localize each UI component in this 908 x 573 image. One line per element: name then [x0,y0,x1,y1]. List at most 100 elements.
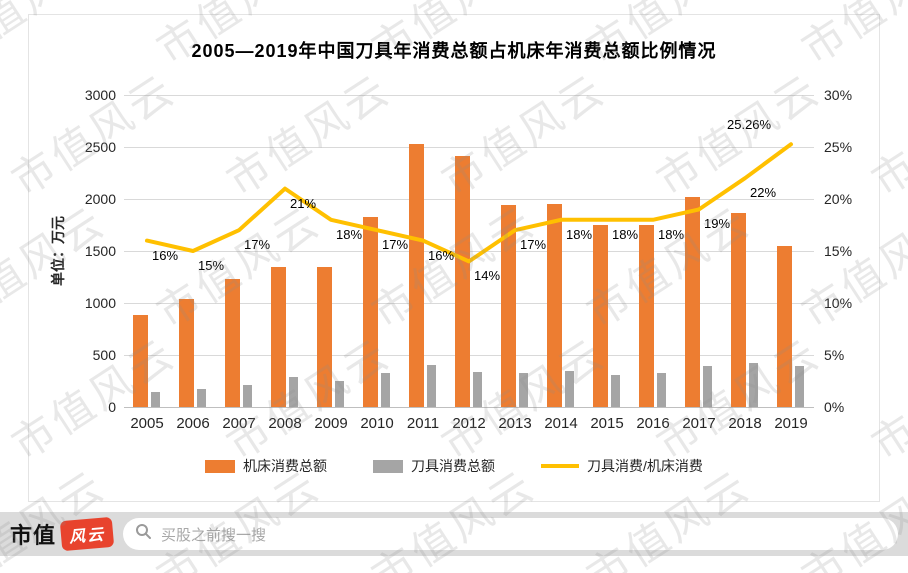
x-axis-label-2016: 2016 [636,415,670,432]
legend-swatch-machine-tool-consumption [205,459,236,473]
bar-machine-tool-consumption-2008 [271,266,286,407]
right-axis-tick: 10% [824,295,853,311]
bar-machine-tool-consumption-2016 [639,225,654,407]
bar-cutting-tool-consumption-2011 [427,365,436,407]
bar-cutting-tool-consumption-2013 [519,372,528,407]
bar-machine-tool-consumption-2015 [593,225,608,407]
bar-machine-tool-consumption-2019 [777,245,792,407]
data-label-2008: 21% [290,195,317,211]
bar-cutting-tool-consumption-2019 [795,366,804,407]
legend-label-tool-to-machine-ratio: 刀具消费/机床消费 [587,458,703,474]
y-axis-title: 单位：万元 [50,216,66,286]
x-axis-label-2012: 2012 [452,415,486,432]
data-label-2018: 22% [750,185,777,201]
search-bar[interactable]: 买股之前搜一搜 [123,518,898,550]
data-label-2015: 18% [612,226,639,242]
left-axis-tick: 0 [108,399,116,415]
left-axis-tick: 2000 [84,191,116,207]
data-label-2006: 15% [198,258,225,273]
data-label-2007: 17% [244,237,271,253]
data-label-2016: 18% [658,226,685,242]
bar-machine-tool-consumption-2017 [685,196,700,407]
x-axis-label-2006: 2006 [176,415,210,432]
bar-cutting-tool-consumption-2007 [243,385,252,407]
right-axis-tick: 5% [824,347,845,363]
data-label-2005: 16% [152,247,179,263]
x-axis-label-2017: 2017 [682,415,716,432]
right-axis-tick: 20% [824,191,853,207]
bar-cutting-tool-consumption-2010 [381,372,390,407]
left-axis-tick: 1000 [84,295,116,311]
left-axis-tick: 3000 [84,87,116,103]
legend-item-tool-to-machine-ratio: 刀具消费/机床消费 [541,456,703,476]
x-axis-label-2008: 2008 [268,415,302,432]
bar-cutting-tool-consumption-2008 [289,376,298,407]
chart-title: 2005—2019年中国刀具年消费总额占机床年消费总额比例情况 [191,41,717,61]
bar-machine-tool-consumption-2012 [455,156,470,407]
legend-label-machine-tool-consumption: 机床消费总额 [243,458,328,474]
search-icon [135,523,152,545]
x-axis-label-2018: 2018 [728,415,762,432]
right-axis-tick: 30% [824,87,853,103]
data-label-2013: 17% [520,237,547,253]
bar-cutting-tool-consumption-2017 [703,366,712,407]
x-axis-label-2010: 2010 [360,415,394,432]
plot-area: 0 0% 500 5% 1000 10% 1500 15% 2000 20% 2500 25% 3000… [85,87,852,432]
bar-machine-tool-consumption-2011 [409,143,424,407]
bar-machine-tool-consumption-2006 [179,298,194,407]
right-axis-tick: 0% [824,399,845,415]
bar-cutting-tool-consumption-2006 [197,389,206,407]
bar-machine-tool-consumption-2014 [547,204,562,407]
brand-stamp: 风云 [59,516,115,552]
left-axis-tick: 1500 [84,243,116,259]
bar-cutting-tool-consumption-2005 [151,392,160,407]
search-placeholder: 买股之前搜一搜 [161,526,267,544]
data-label-2010: 17% [382,237,409,253]
gridline [124,146,814,148]
x-axis-label-2009: 2009 [314,415,348,432]
bar-cutting-tool-consumption-2014 [565,370,574,407]
bar-cutting-tool-consumption-2015 [611,374,620,407]
bar-cutting-tool-consumption-2018 [749,363,758,407]
x-axis-label-2013: 2013 [498,415,532,432]
legend-swatch-tool-to-machine-ratio [541,464,580,468]
legend-item-cutting-tool-consumption: 刀具消费总额 [373,456,495,476]
x-axis-label-2019: 2019 [774,415,808,432]
left-axis-tick: 500 [92,347,116,363]
brand-logo: 市值 风云 [10,516,115,552]
x-axis-label-2015: 2015 [590,415,624,432]
gridline [124,94,814,96]
bar-cutting-tool-consumption-2012 [473,371,482,407]
x-axis-label-2007: 2007 [222,415,256,432]
x-axis-label-2011: 2011 [406,415,440,432]
chart-legend: 机床消费总额 刀具消费总额 刀具消费/机床消费 [29,456,879,476]
data-label-2011: 16% [428,247,455,263]
bottom-bar: 市值 风云 买股之前搜一搜 [0,512,908,556]
bar-cutting-tool-consumption-2009 [335,381,344,407]
brand-text-prefix: 市值 [10,523,57,548]
bar-machine-tool-consumption-2018 [731,212,746,407]
bar-cutting-tool-consumption-2016 [657,372,666,407]
data-label-2019: 25.26% [727,117,772,133]
data-label-2012: 14% [474,268,501,284]
data-label-2017: 19% [704,216,731,232]
bar-machine-tool-consumption-2009 [317,266,332,407]
left-axis-tick: 2500 [84,139,116,155]
gridline [124,406,814,408]
bar-machine-tool-consumption-2010 [363,216,378,407]
legend-label-cutting-tool-consumption: 刀具消费总额 [411,458,496,474]
right-axis-tick: 15% [824,243,853,259]
data-label-2009: 18% [336,226,363,242]
bar-machine-tool-consumption-2007 [225,279,240,407]
x-axis-label-2005: 2005 [130,415,164,432]
legend-swatch-cutting-tool-consumption [373,459,404,473]
right-axis-tick: 25% [824,139,853,155]
x-axis-label-2014: 2014 [544,415,578,432]
legend-item-machine-tool-consumption: 机床消费总额 [205,456,327,476]
ratio-line [145,142,793,264]
bar-machine-tool-consumption-2005 [133,315,148,407]
data-label-2014: 18% [566,226,593,242]
bar-machine-tool-consumption-2013 [501,205,516,407]
